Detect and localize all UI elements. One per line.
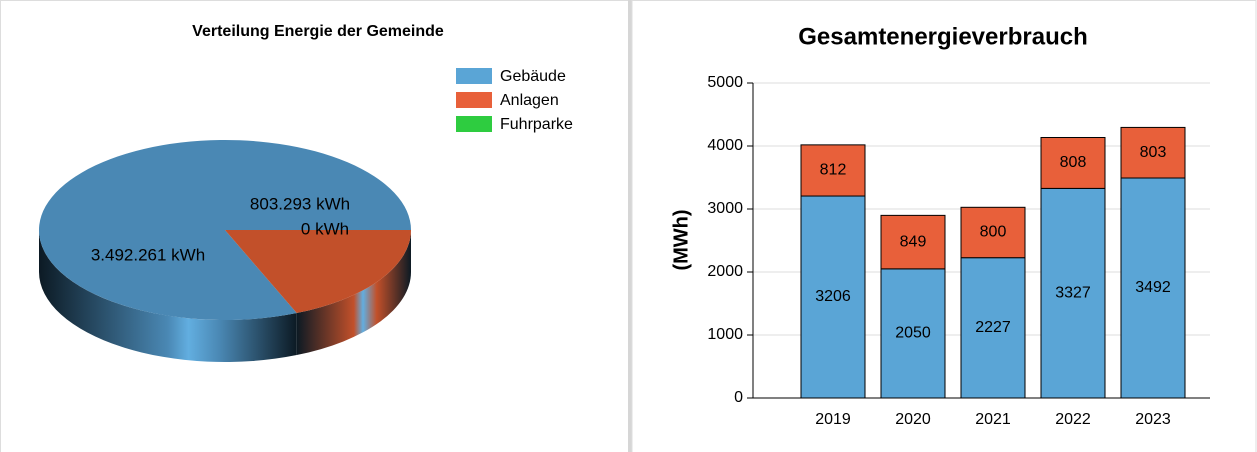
x-tick-label: 2020 — [895, 411, 931, 428]
bar-value-label: 3206 — [815, 288, 851, 305]
bar-segment — [1120, 126, 1186, 179]
legend-label: Fuhrparke — [500, 116, 573, 133]
bar-value-label: 808 — [1060, 154, 1087, 171]
bar-value-label: 3327 — [1055, 284, 1091, 301]
bar-segment — [1120, 177, 1186, 399]
bar-segment — [960, 257, 1026, 399]
legend-swatch — [456, 92, 492, 108]
bar-value-label: 800 — [980, 224, 1007, 241]
y-tick-label: 0 — [734, 389, 743, 406]
legend-label: Gebäude — [500, 68, 566, 85]
x-tick-label: 2023 — [1135, 411, 1171, 428]
legend-label: Anlagen — [500, 92, 559, 109]
pie-slice — [225, 230, 411, 314]
slice-label: 0 kWh — [301, 219, 349, 238]
slice-label: 803.293 kWh — [250, 194, 350, 213]
x-tick-label: 2019 — [815, 411, 851, 428]
y-tick-label: 5000 — [707, 74, 743, 91]
y-tick-label: 2000 — [707, 263, 743, 280]
x-tick-label: 2022 — [1055, 411, 1091, 428]
legend-swatch — [456, 68, 492, 84]
bar-segment — [960, 206, 1026, 259]
bar-segment — [800, 195, 866, 399]
bar-value-label: 2050 — [895, 325, 931, 342]
x-tick-label: 2021 — [975, 411, 1011, 428]
y-tick-label: 3000 — [707, 200, 743, 217]
bar-value-label: 849 — [900, 233, 927, 250]
pie-side — [296, 230, 411, 356]
pie-title: Verteilung Energie der Gemeinde — [192, 23, 444, 40]
bar-value-label: 812 — [820, 162, 847, 179]
pie-side — [39, 230, 297, 362]
slice-label: 3.492.261 kWh — [91, 245, 205, 264]
panel-divider — [628, 0, 632, 452]
bar-segment — [1040, 136, 1106, 189]
legend-swatch — [456, 116, 492, 132]
y-tick-label: 1000 — [707, 326, 743, 343]
bar-segment — [880, 214, 946, 270]
bar-value-label: 803 — [1140, 144, 1167, 161]
bar-segment — [800, 144, 866, 197]
bar-segment — [1040, 187, 1106, 399]
bar-value-label: 3492 — [1135, 279, 1171, 296]
bar-title: Gesamtenergieverbrauch — [798, 23, 1087, 50]
bar-value-label: 2227 — [975, 319, 1011, 336]
y-axis-label: (MWh) — [670, 209, 692, 270]
y-tick-label: 4000 — [707, 137, 743, 154]
